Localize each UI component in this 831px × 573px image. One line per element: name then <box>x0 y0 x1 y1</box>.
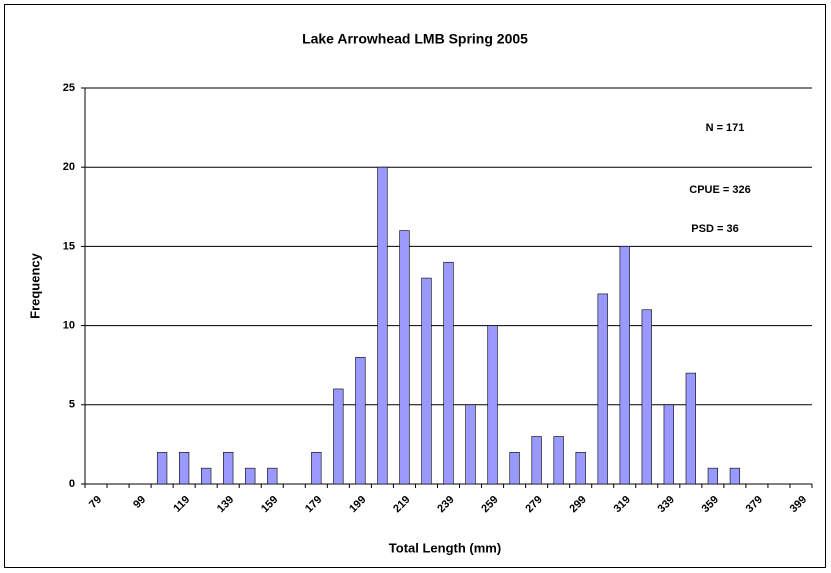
bar <box>553 436 564 485</box>
bar <box>597 293 608 485</box>
y-axis-label: Frequency <box>27 252 42 319</box>
bar <box>178 452 190 485</box>
bar <box>355 356 366 485</box>
y-tick-label: 25 <box>63 82 75 94</box>
bar <box>245 467 256 485</box>
y-tick-label: 10 <box>63 320 75 332</box>
bar <box>399 230 410 485</box>
chart-title: Lake Arrowhead LMB Spring 2005 <box>302 31 528 47</box>
bar <box>311 452 322 485</box>
bar <box>267 467 278 485</box>
bar <box>729 467 741 485</box>
bar <box>707 467 719 485</box>
bar <box>333 388 344 485</box>
bar <box>443 261 454 485</box>
bar <box>156 452 168 485</box>
bar <box>487 325 498 485</box>
bar <box>663 404 674 485</box>
bar <box>377 166 388 485</box>
annotation: CPUE = 326 <box>689 184 750 196</box>
x-axis-label: Total Length (mm) <box>389 540 501 555</box>
bar <box>509 452 520 485</box>
annotation: PSD = 36 <box>691 223 738 235</box>
y-tick-label: 0 <box>69 478 75 490</box>
bar <box>421 277 432 485</box>
y-tick-label: 20 <box>63 161 75 173</box>
bar <box>223 452 234 485</box>
bar <box>641 309 652 485</box>
bar <box>201 467 212 485</box>
bar <box>465 404 476 485</box>
bar <box>575 452 586 485</box>
annotation: N = 171 <box>706 122 745 134</box>
y-tick-label: 5 <box>69 399 75 411</box>
bar <box>685 372 696 485</box>
chart-border <box>4 4 826 568</box>
bar <box>619 246 630 485</box>
y-tick-label: 15 <box>63 240 75 252</box>
bar <box>531 436 542 485</box>
